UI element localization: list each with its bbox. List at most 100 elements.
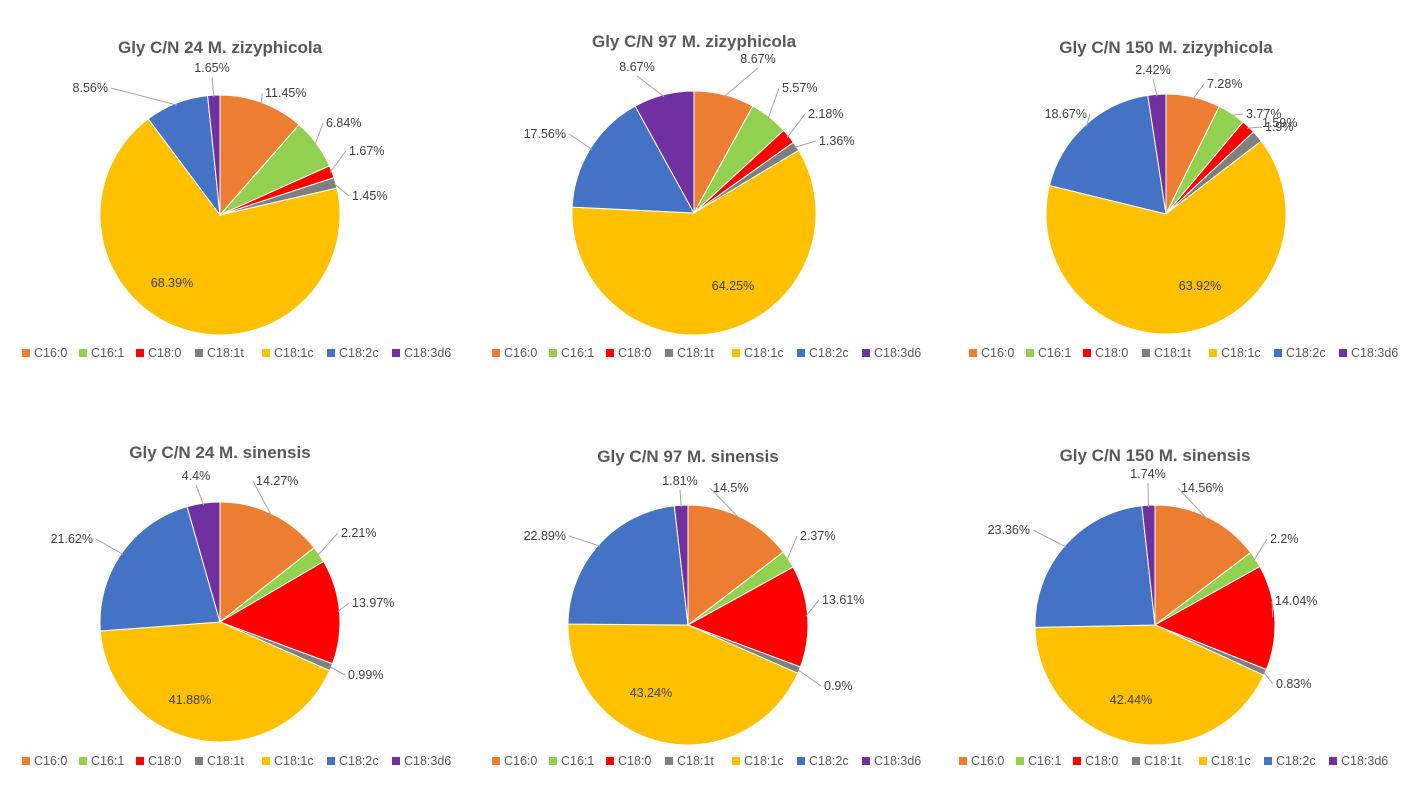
legend-swatch [195, 349, 203, 357]
label-leader-line [636, 75, 665, 98]
legend-label: C18:1t [207, 754, 244, 768]
chart-title: Gly C/N 150 M. zizyphicola [1059, 38, 1273, 57]
pie-slice-c16-0 [219, 501, 315, 624]
legend-label: C18:1t [207, 346, 244, 360]
legend-swatch [549, 349, 557, 357]
legend-label: C18:0 [618, 754, 651, 768]
legend-label: C16:0 [34, 346, 67, 360]
legend-swatch [797, 349, 805, 357]
pie-slice-c18-0 [686, 566, 809, 668]
label-leader-line [1085, 113, 1091, 128]
label-leader-line [261, 92, 263, 105]
legend-label: C18:2c [339, 754, 379, 768]
data-label: 8.67% [740, 52, 775, 66]
pie-slice-c18-0 [1153, 565, 1276, 671]
label-leader-line [723, 67, 759, 98]
pie-chart-panel: Gly C/N 150 M. sinensis 14.56% 2.2% 14.04% 0… [959, 446, 1388, 768]
label-leader-line [211, 76, 215, 98]
pie-slice-c18-1c [1034, 624, 1265, 746]
legend-swatch [262, 349, 270, 357]
data-label: 14.04% [1275, 594, 1317, 608]
data-label: 43.24% [630, 686, 672, 700]
data-label: 23.36% [988, 523, 1030, 537]
legend-swatch [665, 757, 673, 765]
data-label: 1.36% [819, 134, 854, 148]
label-leader-line [679, 489, 682, 508]
legend-label: C18:3d6 [404, 346, 451, 360]
legend-swatch [1264, 757, 1272, 765]
pie-slice-c18-1c [567, 623, 799, 746]
pie-slice-c18-1c [1045, 140, 1287, 335]
label-leader-line [329, 150, 347, 173]
legend-swatch [1073, 757, 1081, 765]
legend-label: C18:3d6 [874, 346, 921, 360]
legend-label: C16:1 [561, 754, 594, 768]
data-label: 2.21% [341, 526, 376, 540]
label-leader-line [1230, 113, 1244, 116]
data-label: 1.45% [352, 189, 387, 203]
legend-swatch [797, 757, 805, 765]
data-label: 64.25% [712, 279, 754, 293]
pie-chart-panel: Gly C/N 24 M. sinensis 14.27% 2.21% 13.97% 0… [22, 443, 451, 768]
legend-swatch [732, 349, 740, 357]
pie-slice-c18-0 [218, 560, 341, 665]
legend-label: C16:0 [504, 754, 537, 768]
legend-swatch [732, 757, 740, 765]
legend-swatch [136, 757, 144, 765]
data-label: 22.89% [524, 529, 566, 543]
label-leader-line [797, 668, 822, 687]
legend-label: C18:1c [274, 346, 314, 360]
legend-swatch [1142, 349, 1150, 357]
legend-label: C18:0 [618, 346, 651, 360]
label-leader-line [568, 133, 593, 150]
legend-label: C18:1c [1221, 346, 1261, 360]
data-label: 1.74% [1130, 467, 1165, 481]
label-leader-line [709, 487, 741, 520]
legend-label: C16:1 [1028, 754, 1061, 768]
data-label: 1.81% [662, 474, 697, 488]
data-label: 14.56% [1181, 481, 1223, 495]
data-label: 42.44% [1110, 693, 1152, 707]
legend-swatch [549, 757, 557, 765]
legend-label: C18:3d6 [1341, 754, 1388, 768]
label-leader-line [786, 535, 798, 561]
label-leader-line [1032, 529, 1067, 548]
legend-label: C16:0 [971, 754, 1004, 768]
chart-legend: C16:0 C16:1 C18:0 C18:1t C18:1c C18:2c C18:3d6 [492, 346, 921, 360]
label-leader-line [568, 535, 601, 547]
label-leader-line [110, 87, 178, 106]
label-leader-line [1147, 482, 1149, 508]
chart-legend: C16:0 C16:1 C18:0 C18:1t C18:1c C18:2c C18:3d6 [22, 754, 451, 768]
legend-swatch [392, 757, 400, 765]
data-label: 1.59% [1262, 116, 1297, 130]
pie-chart-panel: Gly C/N 24 M. zizyphicola 11.45% 6.84% 1.67… [22, 38, 451, 360]
legend-label: C18:3d6 [874, 754, 921, 768]
legend-swatch [969, 349, 977, 357]
pie-slice-c16-0 [1154, 504, 1252, 627]
data-label: 2.18% [808, 107, 843, 121]
data-label: 8.56% [73, 81, 108, 95]
legend-label: C18:0 [1095, 346, 1128, 360]
label-leader-line [95, 538, 124, 555]
data-label: 0.9% [824, 679, 853, 693]
legend-swatch [79, 349, 87, 357]
label-leader-line [314, 122, 324, 146]
legend-label: C18:3d6 [1351, 346, 1398, 360]
legend-swatch [862, 349, 870, 357]
legend-label: C18:2c [339, 346, 379, 360]
chart-title: Gly C/N 24 M. zizyphicola [118, 38, 323, 57]
legend-swatch [327, 757, 335, 765]
pie-slice-c18-2c [567, 505, 689, 626]
pie-slice-c18-1c [99, 118, 341, 336]
data-label: 14.5% [713, 481, 748, 495]
label-leader-line [329, 666, 346, 676]
data-label: 18.67% [1045, 107, 1087, 121]
data-label: 2.2% [1270, 532, 1299, 546]
legend-swatch [1083, 349, 1091, 357]
legend-label: C16:0 [504, 346, 537, 360]
data-label: 5.57% [782, 81, 817, 95]
data-label: 3.77% [1246, 107, 1281, 121]
pie-chart-panel: Gly C/N 97 M. sinensis 14.5% 2.37% 13.61% 0.… [492, 447, 921, 768]
legend-label: C18:1c [1211, 754, 1251, 768]
